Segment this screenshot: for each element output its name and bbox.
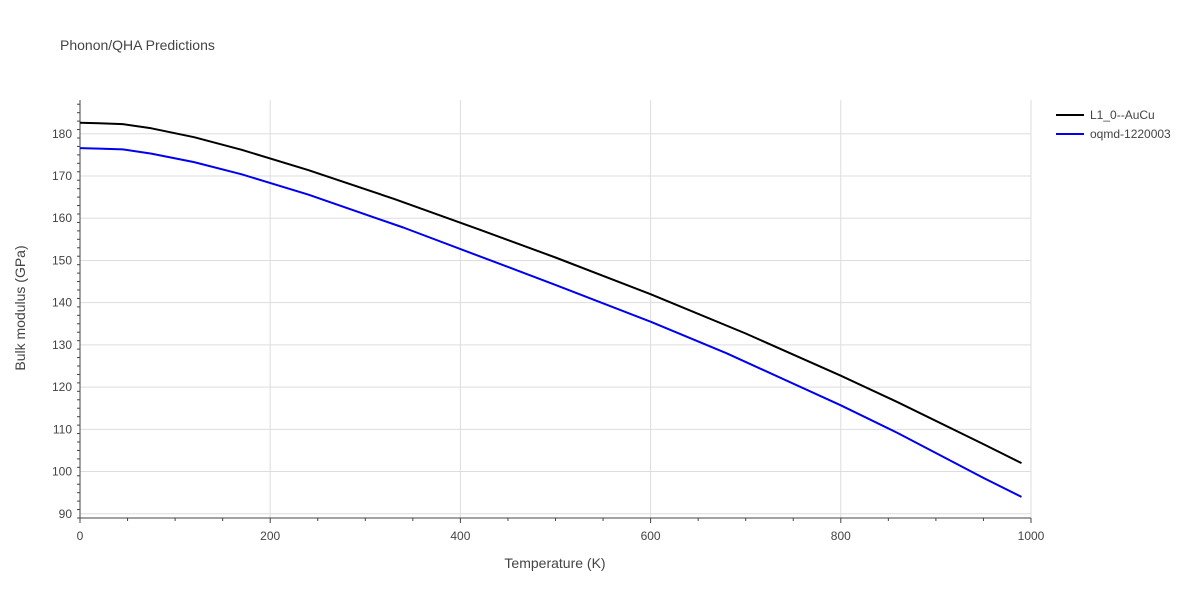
series-line-1 <box>79 147 1022 498</box>
x-tick-label: 600 <box>641 529 661 543</box>
axes: 0 200 400 600 800 1000 90 100 110 120 130 140 150 160… <box>52 100 1045 543</box>
x-tick-label: 400 <box>450 529 470 543</box>
x-tick-label: 800 <box>831 529 851 543</box>
series-layer <box>79 121 1022 498</box>
x-tick-label: 0 <box>77 529 84 543</box>
legend-label-0: L1_0--AuCu <box>1090 108 1155 122</box>
series-line-0 <box>79 121 1022 464</box>
y-tick-label: 100 <box>52 465 72 479</box>
y-axis-title: Bulk modulus (GPa) <box>12 245 28 370</box>
y-tick-label: 150 <box>52 253 72 267</box>
y-tick-label: 110 <box>53 422 72 436</box>
y-tick-label: 140 <box>52 296 72 310</box>
y-tick-label: 120 <box>52 380 72 394</box>
x-tick-label: 1000 <box>1018 529 1045 543</box>
legend-label-1: oqmd-1220003 <box>1090 127 1171 141</box>
y-tick-label: 130 <box>52 338 72 352</box>
y-tick-label: 170 <box>52 169 72 183</box>
legend[interactable]: L1_0--AuCu oqmd-1220003 <box>1056 108 1171 141</box>
grid <box>80 100 1032 518</box>
chart-title: Phonon/QHA Predictions <box>60 37 215 53</box>
y-tick-label: 180 <box>52 127 72 141</box>
x-tick-label: 200 <box>260 529 280 543</box>
y-tick-label: 160 <box>52 211 72 225</box>
y-tick-label: 90 <box>59 507 73 521</box>
x-axis-title: Temperature (K) <box>504 555 605 571</box>
